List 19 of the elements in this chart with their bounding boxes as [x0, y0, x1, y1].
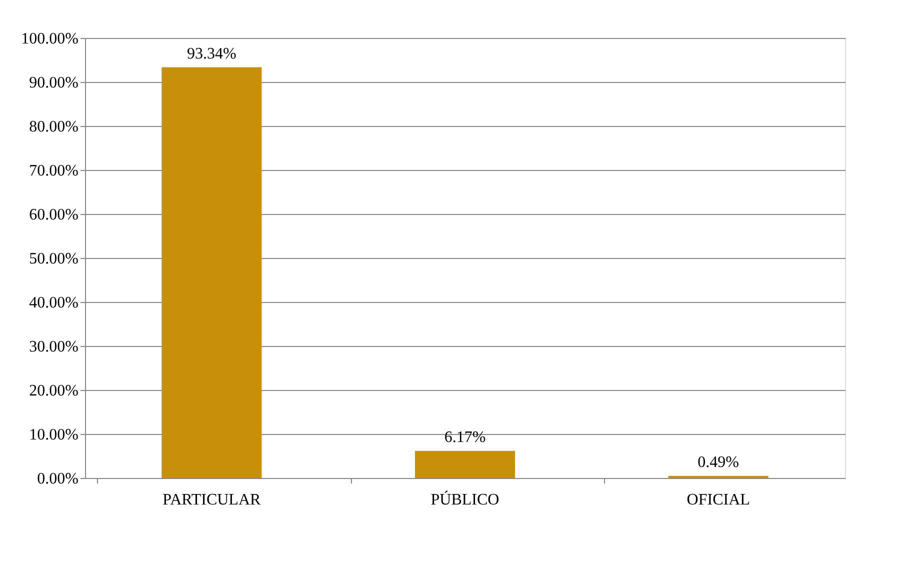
- x-tick-label: OFICIAL: [686, 492, 750, 508]
- y-tick-label: 50.00%: [29, 250, 78, 268]
- x-tick-label: PARTICULAR: [162, 492, 262, 508]
- bar: [162, 67, 262, 478]
- y-tick-label: 60.00%: [29, 206, 78, 224]
- x-tick-label: PÚBLICO: [430, 490, 500, 508]
- y-tick-label: 100.00%: [21, 30, 78, 48]
- data-label: 6.17%: [444, 428, 486, 446]
- y-tick-label: 20.00%: [29, 382, 78, 400]
- data-label: 93.34%: [187, 45, 236, 62]
- y-tick-label: 0.00%: [37, 470, 78, 488]
- y-tick-label: 90.00%: [29, 74, 78, 92]
- y-tick-label: 10.00%: [29, 426, 78, 444]
- y-tick-label: 80.00%: [29, 118, 78, 136]
- bar: [415, 450, 515, 478]
- data-label: 0.49%: [698, 454, 739, 471]
- y-tick-label: 70.00%: [29, 162, 78, 180]
- y-tick-label: 30.00%: [29, 338, 78, 356]
- y-tick-label: 40.00%: [29, 294, 78, 312]
